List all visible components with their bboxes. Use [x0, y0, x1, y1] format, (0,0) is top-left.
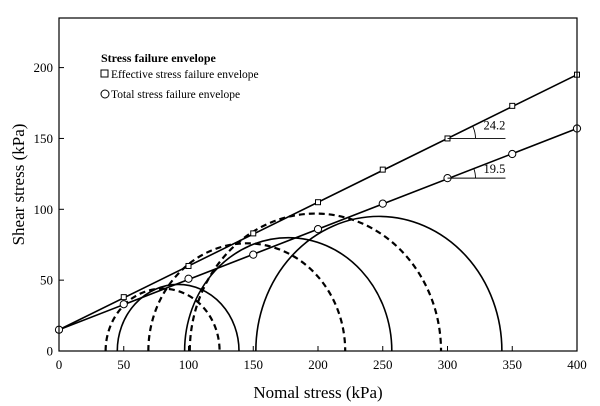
effective-data-point: [120, 294, 127, 301]
mohr-circle-dashed-5: [188, 212, 443, 352]
angle-arc: [472, 125, 476, 139]
legend-title: Stress failure envelope: [101, 51, 217, 65]
total-data-point: [313, 225, 323, 234]
legend-circle-marker: [100, 89, 110, 99]
mohr-circle-solid-1: [183, 236, 393, 352]
total-data-point: [184, 274, 193, 283]
legend-label-effective: Effective stress failure envelope: [111, 69, 259, 81]
x-tick-label: 0: [56, 357, 63, 372]
axis-ticks: 0 50 100 150 200 250 300 350 400 0 50 100 150 200: [34, 60, 587, 372]
x-tick-label: 300: [438, 357, 458, 372]
x-tick-label: 100: [179, 357, 199, 372]
legend-square-marker: [100, 69, 109, 78]
total-data-point: [378, 199, 387, 208]
angle-label: 19.5: [484, 162, 506, 176]
x-tick-label: 400: [567, 357, 587, 372]
total-data-point: [119, 300, 128, 309]
y-tick-label: 100: [34, 202, 54, 217]
data-markers: [54, 71, 582, 334]
x-tick-label: 200: [308, 357, 328, 372]
y-tick-label: 200: [34, 60, 54, 75]
legend-label-total: Total stress failure envelope: [111, 89, 240, 101]
y-tick-label: 0: [47, 344, 54, 359]
mohr-circle-dashed-4: [147, 242, 347, 352]
effective-data-point: [250, 230, 257, 237]
plot-area-frame: [58, 17, 578, 352]
total-data-point: [249, 250, 258, 259]
x-axis-title: Nomal stress (kPa): [253, 383, 382, 402]
y-tick-label: 150: [34, 131, 54, 146]
x-tick-label: 150: [244, 357, 264, 372]
mohr-circle-solid-2: [255, 215, 503, 352]
mohr-circle-solid-0: [116, 283, 240, 352]
angle-label: 24.2: [484, 118, 506, 132]
legend: Stress failure envelope Effective stress…: [100, 51, 259, 101]
y-axis-title: Shear stress (kPa): [9, 124, 28, 246]
effective-data-point: [185, 262, 192, 269]
x-tick-label: 350: [503, 357, 523, 372]
angle-arc: [473, 167, 476, 179]
angle-annotations: 24.2 19.5: [447, 118, 506, 179]
effective-data-point: [509, 102, 516, 109]
effective-data-point: [379, 166, 386, 173]
y-tick-label: 50: [40, 273, 53, 288]
total-data-point: [508, 149, 517, 159]
effective-data-point: [315, 199, 321, 206]
x-tick-label: 250: [373, 357, 393, 372]
x-tick-label: 50: [117, 357, 130, 372]
